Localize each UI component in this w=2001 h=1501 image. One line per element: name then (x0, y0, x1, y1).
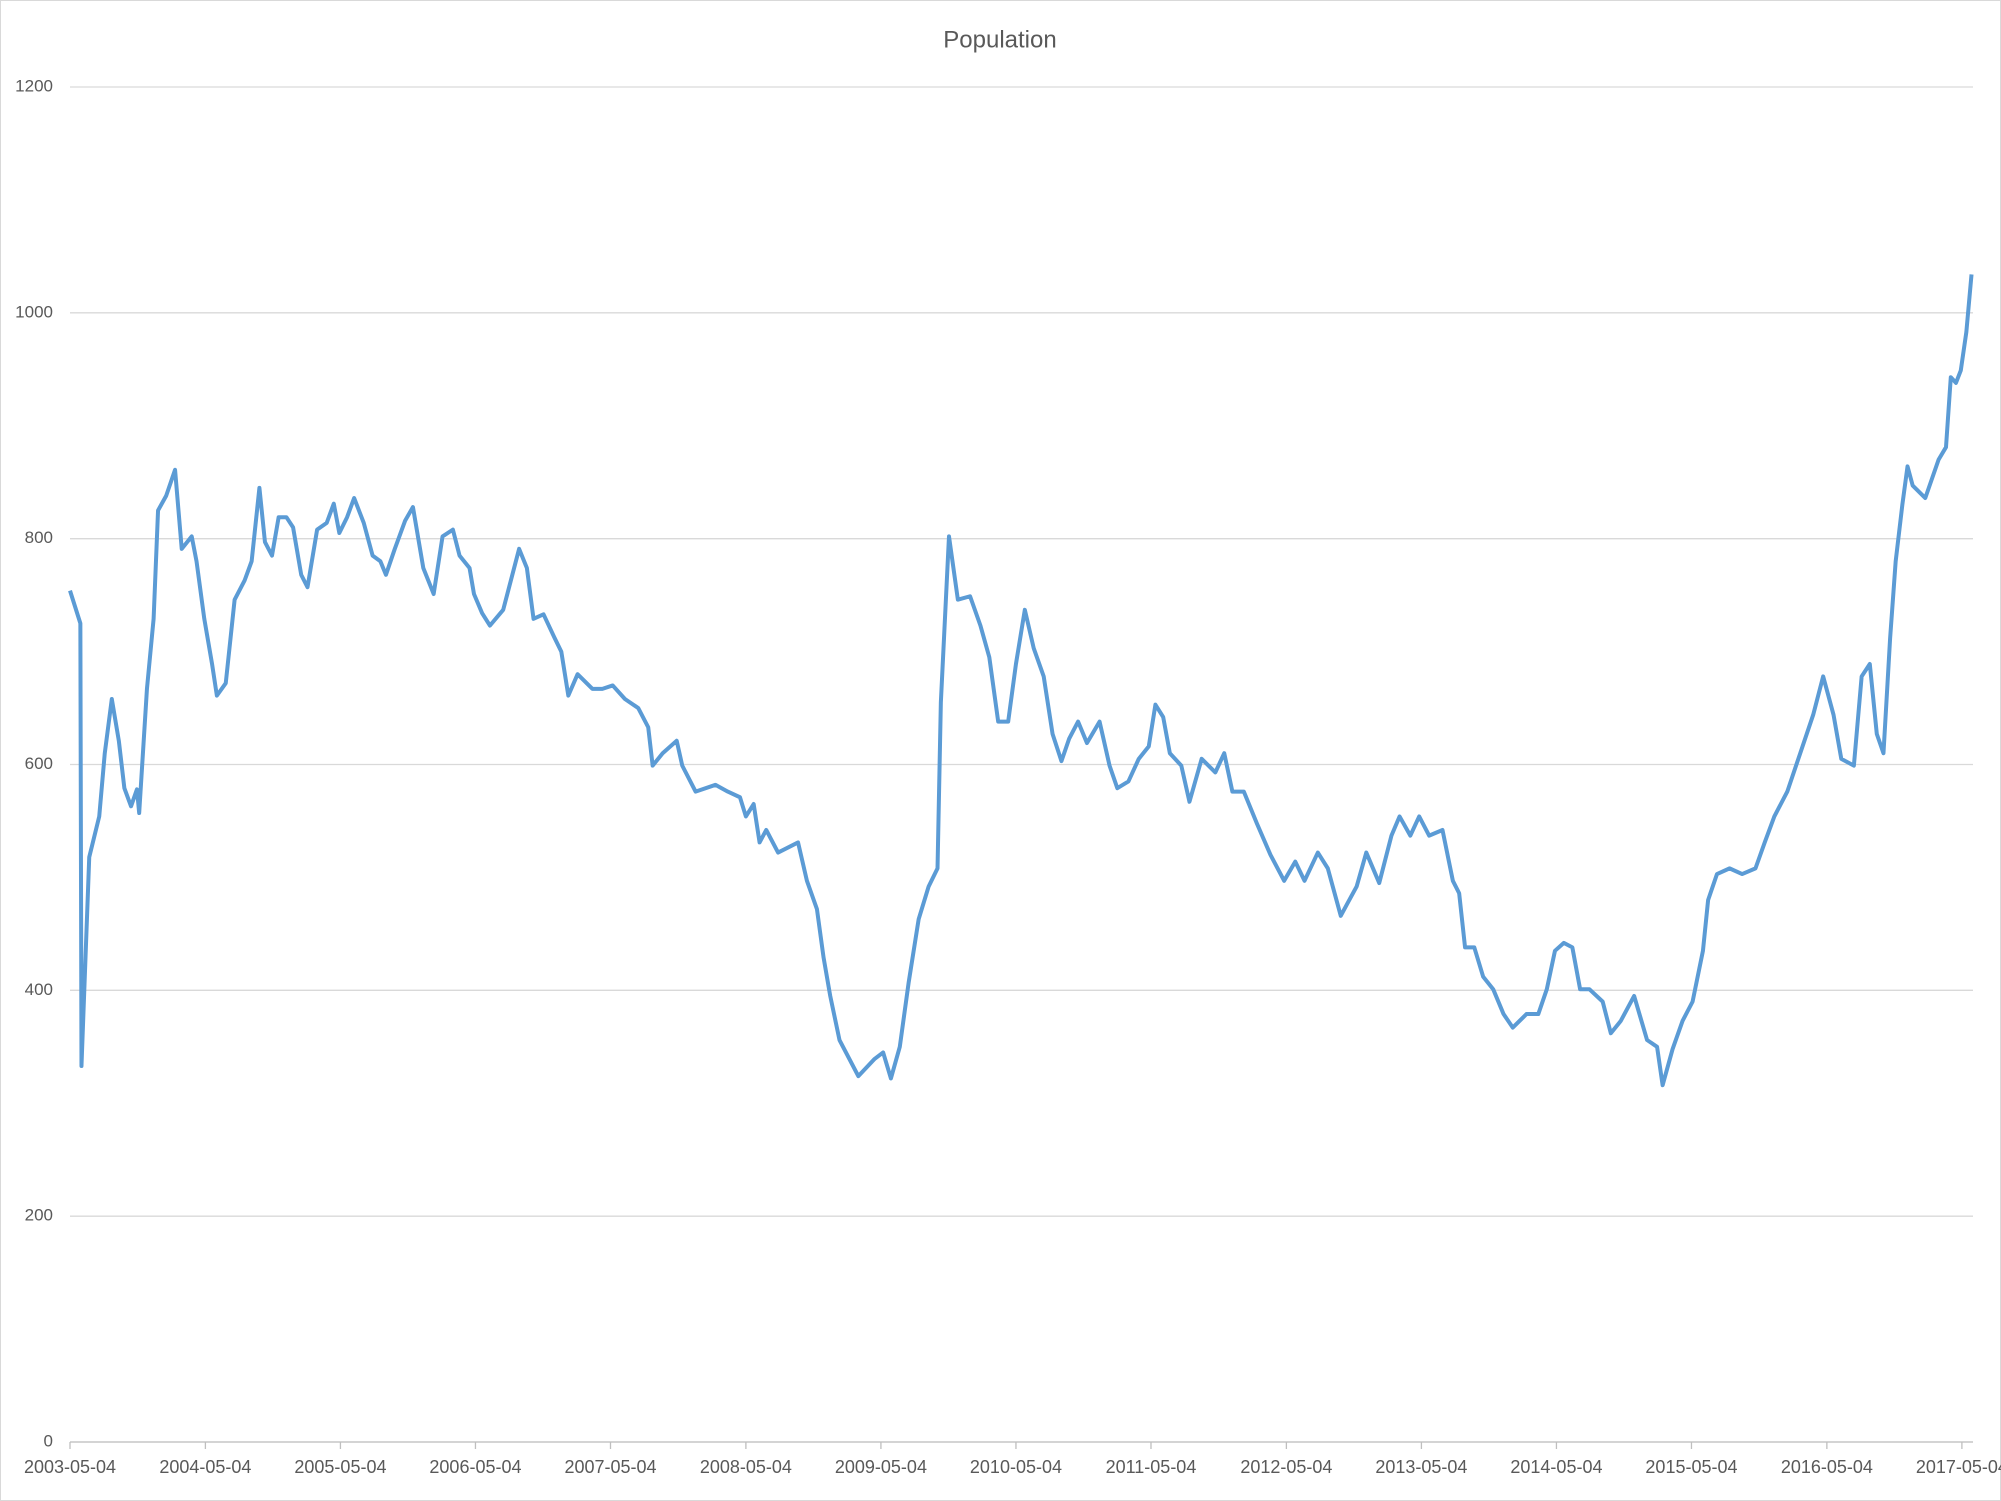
x-tick-label: 2004-05-04 (159, 1457, 251, 1477)
y-tick-label: 1000 (15, 302, 53, 321)
chart-title: Population (943, 26, 1056, 53)
x-tick-label: 2016-05-04 (1781, 1457, 1873, 1477)
y-tick-label: 400 (25, 980, 53, 999)
y-tick-label: 200 (25, 1206, 53, 1225)
y-tick-label: 800 (25, 528, 53, 547)
x-tick-label: 2009-05-04 (835, 1457, 927, 1477)
x-tick-label: 2013-05-04 (1375, 1457, 1467, 1477)
x-tick-label: 2015-05-04 (1645, 1457, 1737, 1477)
x-tick-label: 2012-05-04 (1240, 1457, 1332, 1477)
y-tick-label: 0 (44, 1431, 53, 1450)
x-tick-label: 2010-05-04 (970, 1457, 1062, 1477)
y-tick-label: 1200 (15, 76, 53, 95)
x-tick-label: 2006-05-04 (429, 1457, 521, 1477)
x-tick-label: 2017-05-04 (1916, 1457, 2001, 1477)
x-tick-label: 2007-05-04 (564, 1457, 656, 1477)
x-tick-label: 2003-05-04 (24, 1457, 116, 1477)
y-tick-label: 600 (25, 754, 53, 773)
data-line (68, 274, 1974, 1088)
x-tick-label: 2014-05-04 (1510, 1457, 1602, 1477)
x-tick-label: 2005-05-04 (294, 1457, 386, 1477)
x-tick-label: 2008-05-04 (700, 1457, 792, 1477)
x-tick-label: 2011-05-04 (1106, 1457, 1197, 1477)
